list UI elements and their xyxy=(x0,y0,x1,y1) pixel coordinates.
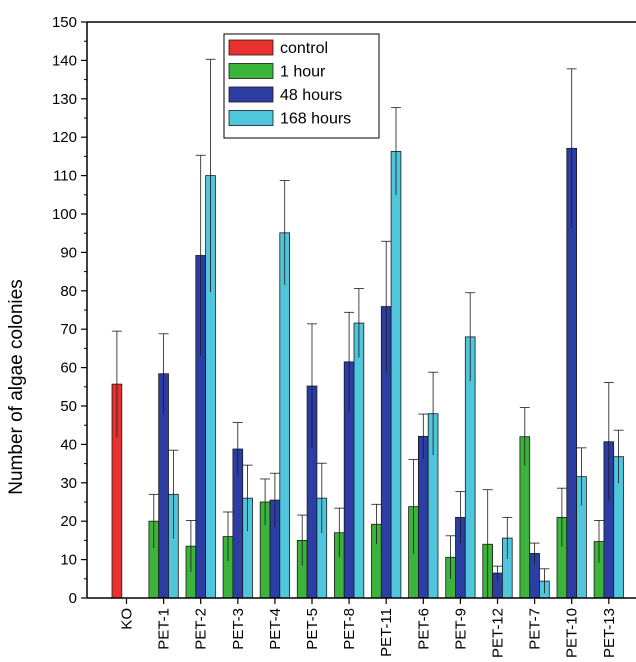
legend-swatch-168-hours xyxy=(228,110,274,126)
legend-swatch-48-hours xyxy=(228,86,274,103)
y-tick-label: 60 xyxy=(60,360,77,377)
y-tick-label: 120 xyxy=(52,129,77,146)
x-tick-label: PET-8 xyxy=(341,608,358,650)
y-tick-label: 90 xyxy=(60,244,77,261)
legend-label-1-hour: 1 hour xyxy=(280,64,326,81)
bars-group xyxy=(111,58,624,599)
legend-swatch-control xyxy=(228,39,274,56)
y-tick-label: 80 xyxy=(60,283,77,300)
x-tick-label: PET-2 xyxy=(193,608,210,650)
x-tick-label: PET-4 xyxy=(267,608,284,650)
bar-168-hours-pet-11 xyxy=(390,151,402,599)
x-tick-label: PET-12 xyxy=(490,608,507,658)
y-tick-label: 30 xyxy=(60,475,77,492)
y-tick-label: 140 xyxy=(52,52,77,69)
bar-48-hours-pet-6 xyxy=(417,435,429,599)
y-axis-title: Number of algae colonies xyxy=(6,279,27,494)
y-tick-label: 130 xyxy=(52,91,77,108)
x-tick-label: PET-9 xyxy=(452,608,469,650)
x-tick-label: PET-6 xyxy=(415,608,432,650)
y-tick-label: 70 xyxy=(60,321,77,338)
bar-168-hours-pet-8 xyxy=(353,322,365,599)
x-tick-label: PET-7 xyxy=(527,608,544,650)
x-tick-label: PET-10 xyxy=(564,608,581,658)
y-tick-label: 40 xyxy=(60,436,77,453)
y-tick-label: 0 xyxy=(69,590,77,607)
y-tick-label: 20 xyxy=(60,513,77,530)
x-tick-label: PET-1 xyxy=(156,608,173,650)
x-tick-label: PET-5 xyxy=(304,608,321,650)
y-tick-label: 150 xyxy=(52,14,77,31)
legend-label-48-hours: 48 hours xyxy=(280,87,342,104)
bar-168-hours-pet-4 xyxy=(279,232,290,599)
x-tick-label: PET-13 xyxy=(601,608,618,658)
x-tick-label: PET-3 xyxy=(230,608,247,650)
legend-swatch-1-hour xyxy=(228,63,274,79)
y-tick-label: 10 xyxy=(60,552,77,569)
y-tick-label: 110 xyxy=(53,168,77,185)
y-tick-label: 100 xyxy=(52,206,77,223)
legend-label-168-hours: 168 hours xyxy=(280,111,351,128)
y-tick-label: 50 xyxy=(60,398,77,415)
x-tick-label: PET-11 xyxy=(378,608,395,657)
legend: control 1 hour 48 hours 168 hours xyxy=(223,33,380,139)
x-tick-label: KO xyxy=(119,608,136,630)
axes-group: KO PET-1 PET-2 PET-3 PET-4 PET-5 PET-8 PET-11 PE… xyxy=(52,14,636,658)
legend-label-control: control xyxy=(280,40,328,57)
